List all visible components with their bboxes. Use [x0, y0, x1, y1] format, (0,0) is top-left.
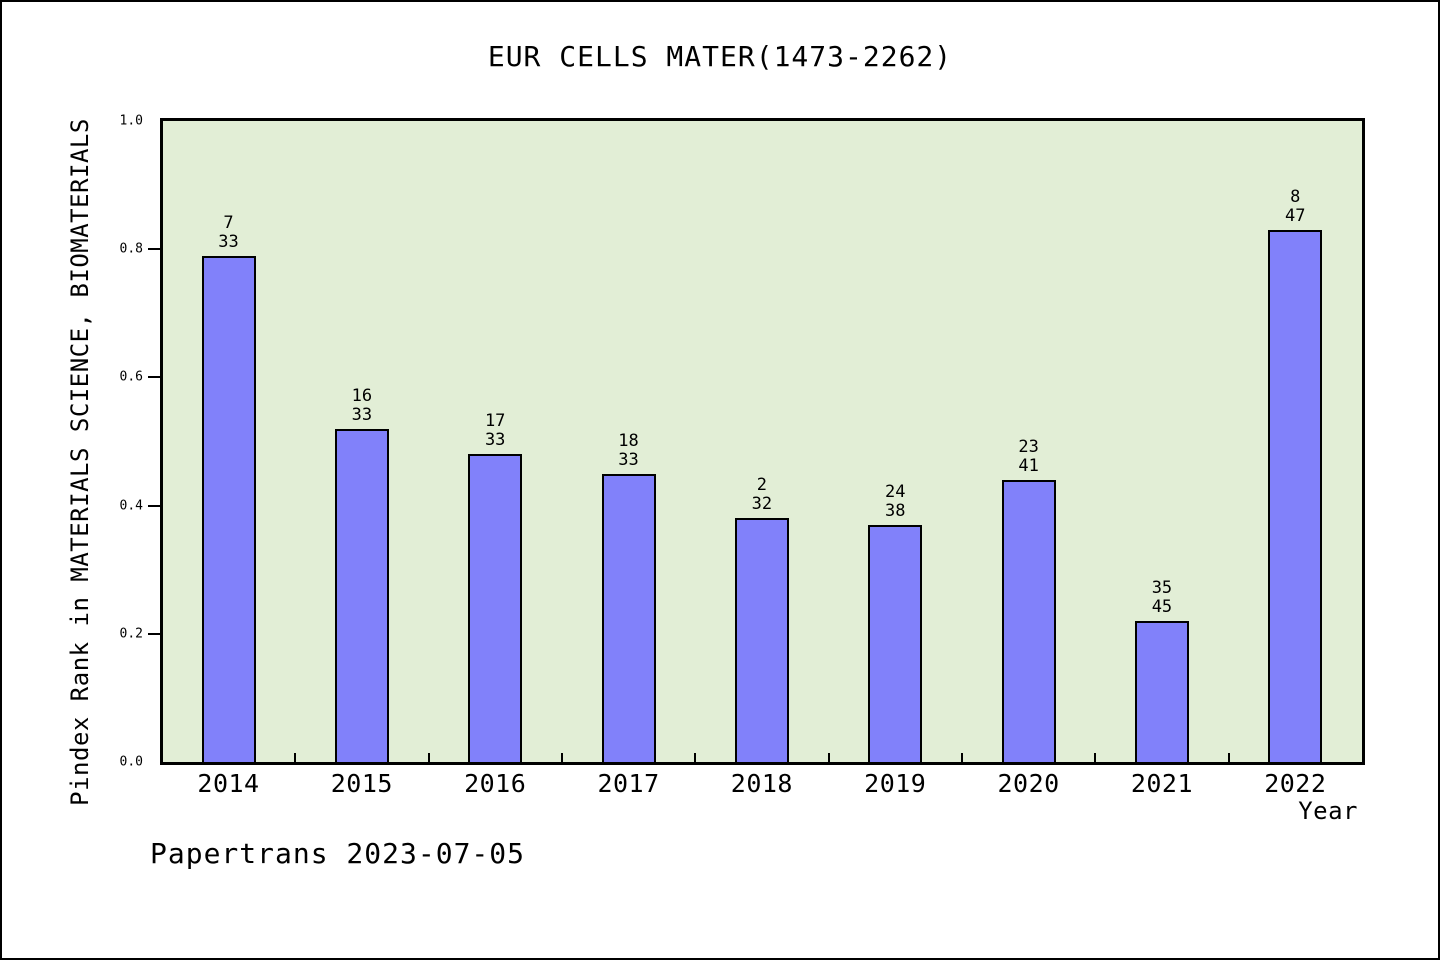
y-tick-label-0.4: 0.4: [119, 498, 143, 514]
x-minor-tick: [560, 753, 563, 762]
bar-label-line: 2: [756, 475, 768, 495]
y-tick-label-0.2: 0.2: [119, 626, 143, 642]
bar-label-line: 23: [1018, 437, 1039, 457]
bar-label: 2 32: [752, 476, 772, 514]
bar-label: 8 47: [1285, 188, 1305, 226]
y-tick-mark: [148, 376, 160, 379]
bar-label-line: 8: [1290, 187, 1301, 207]
bar-label-line: 45: [1151, 597, 1173, 617]
plot-area: 7 33 2014 16 33 2015 17 33 2016 18 33 2017 2 32 2018 24…: [120, 114, 1365, 798]
x-tick-label-2022: 2022: [1264, 769, 1327, 798]
bar-2015: [334, 429, 389, 762]
bar-label: 24 38: [885, 483, 905, 521]
bar-label-line: 35: [1151, 578, 1173, 598]
bar-label: 35 45: [1152, 579, 1172, 617]
bar-label: 7 33: [218, 214, 238, 252]
bar-label-line: 33: [484, 430, 506, 450]
x-minor-tick: [960, 753, 963, 762]
y-tick-mark: [148, 632, 160, 635]
bar-label-line: 7: [223, 213, 234, 233]
x-tick-label-2017: 2017: [597, 769, 660, 798]
watermark: Papertrans 2023-07-05: [150, 837, 526, 870]
bar-2021: [1134, 621, 1189, 762]
bar-2022: [1268, 230, 1323, 762]
bar-label: 18 33: [618, 432, 638, 470]
bar-label: 17 33: [485, 412, 505, 450]
x-tick-label-2014: 2014: [197, 769, 260, 798]
bar-2014: [201, 256, 256, 762]
x-minor-tick: [294, 753, 297, 762]
x-tick-label-2018: 2018: [730, 769, 793, 798]
y-tick-label-0.6: 0.6: [119, 369, 143, 385]
chart-title: EUR CELLS MATER(1473-2262): [487, 40, 953, 73]
x-minor-tick: [1227, 753, 1230, 762]
bar-label-line: 47: [1285, 206, 1306, 226]
y-tick-mark: [148, 504, 160, 507]
bar-label: 23 41: [1018, 438, 1038, 476]
bar-label-line: 32: [751, 494, 773, 514]
bar-2018: [734, 518, 789, 762]
x-minor-tick: [427, 753, 430, 762]
bar-label-line: 33: [618, 450, 639, 470]
bar-label-line: 18: [618, 431, 639, 451]
bar-label-line: 16: [351, 386, 373, 406]
y-tick-label-1.0: 1.0: [119, 113, 143, 129]
bar-label-line: 41: [1018, 456, 1039, 476]
bar-label-line: 33: [351, 405, 373, 425]
bar-label-line: 24: [885, 482, 906, 502]
x-tick-label-2021: 2021: [1130, 769, 1194, 798]
bar-2016: [468, 454, 523, 762]
x-tick-label-2015: 2015: [330, 769, 393, 798]
bar-2017: [601, 474, 656, 762]
x-tick-label-2019: 2019: [864, 769, 927, 798]
x-tick-label-2016: 2016: [464, 769, 527, 798]
y-tick-label-0.8: 0.8: [119, 241, 143, 257]
bar-label-line: 38: [885, 501, 906, 521]
bar-2020: [1001, 480, 1056, 762]
x-minor-tick: [1094, 753, 1097, 762]
y-tick-mark: [148, 248, 160, 251]
x-tick-label-2020: 2020: [997, 769, 1060, 798]
bar-label-line: 33: [218, 232, 239, 252]
bar-label: 16 33: [352, 387, 372, 425]
y-tick-label-0.0: 0.0: [119, 754, 143, 770]
x-axis-label: Year: [1298, 797, 1358, 825]
y-axis-label: Pindex Rank in MATERIALS SCIENCE, BIOMAT…: [66, 118, 94, 806]
bar-2019: [868, 525, 923, 762]
x-minor-tick: [827, 753, 830, 762]
x-minor-tick: [694, 753, 697, 762]
bar-label-line: 17: [484, 411, 506, 431]
